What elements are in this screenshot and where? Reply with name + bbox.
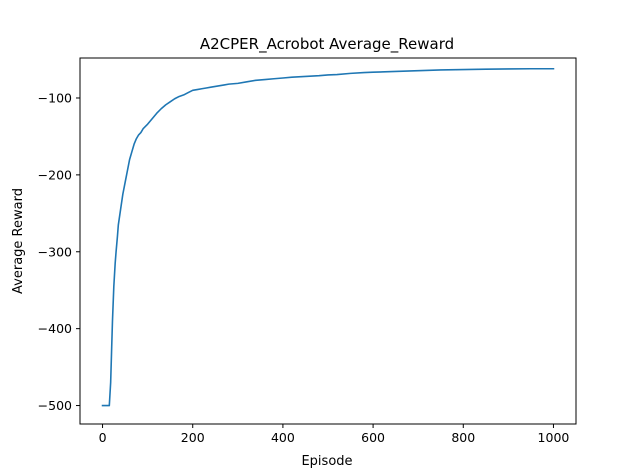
x-tick-label: 200 — [181, 430, 205, 445]
chart-title: A2CPER_Acrobot Average_Reward — [200, 35, 454, 54]
x-tick-label: 1000 — [538, 430, 570, 445]
plot-frame — [79, 57, 577, 425]
y-tick-label: −100 — [38, 90, 72, 105]
x-tick-label: 600 — [361, 430, 385, 445]
x-tick-label: 0 — [99, 430, 107, 445]
y-tick-label: −400 — [38, 321, 72, 336]
series-line-0 — [101, 67, 555, 407]
y-tick-label: −300 — [38, 244, 72, 259]
x-axis: 0 200 400 600 800 1000 — [99, 424, 570, 445]
series-layer — [101, 67, 555, 407]
plot-area: 0 200 400 600 800 1000 −500 −400 −300 −200 −100 — [38, 57, 577, 445]
x-axis-label: Episode — [301, 454, 352, 469]
x-tick-label: 400 — [271, 430, 295, 445]
y-tick-label: −500 — [38, 398, 72, 413]
y-axis-label: Average Reward — [11, 188, 26, 294]
y-axis: −500 −400 −300 −200 −100 — [38, 90, 80, 413]
y-tick-label: −200 — [38, 167, 72, 182]
x-tick-label: 800 — [451, 430, 475, 445]
